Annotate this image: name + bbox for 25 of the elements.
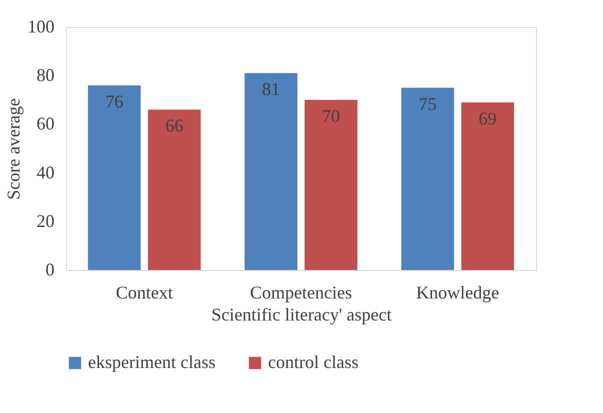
data-label: 76 xyxy=(105,91,124,112)
x-tick-label: Context xyxy=(116,282,173,302)
y-tick-label: 0 xyxy=(46,260,54,280)
x-tick-label: Knowledge xyxy=(416,282,500,302)
bar xyxy=(244,73,298,270)
data-label: 69 xyxy=(478,108,497,128)
bar xyxy=(88,85,141,270)
bar xyxy=(148,110,201,270)
y-axis-title: Score average xyxy=(4,98,24,200)
data-label: 66 xyxy=(165,116,184,136)
legend-label: control class xyxy=(268,352,358,372)
x-tick-label: Competencies xyxy=(250,282,352,302)
data-label: 70 xyxy=(322,106,340,126)
y-tick-label: 80 xyxy=(36,65,54,86)
y-tick-label: 40 xyxy=(36,162,54,182)
data-label: 75 xyxy=(418,94,437,114)
y-tick-label: 60 xyxy=(36,114,54,134)
data-label: 81 xyxy=(262,79,280,100)
y-tick-label: 20 xyxy=(36,210,54,231)
x-axis-title: Scientific literacy' aspect xyxy=(211,304,392,324)
y-tick-label: 100 xyxy=(28,16,54,36)
bar xyxy=(461,102,514,270)
bar xyxy=(304,100,358,270)
bar xyxy=(401,88,454,270)
legend-label: eksperiment class xyxy=(88,352,216,372)
